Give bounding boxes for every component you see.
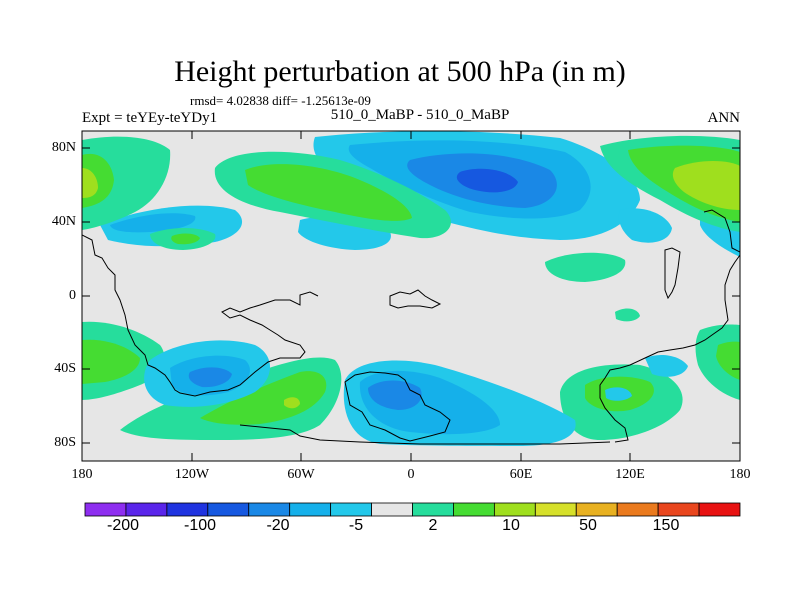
x-tick-label: 0 (407, 467, 415, 482)
contour-neg-south-indian-core (368, 380, 422, 410)
colorbar-swatch (248, 502, 291, 517)
contour-pos-east-edge-core (672, 161, 740, 210)
y-tick-label: 80N (51, 140, 76, 155)
colorbar-swatch (371, 502, 413, 517)
coastline-east-north (703, 209, 740, 253)
x-axis-ticks (81, 131, 741, 461)
experiment-label: Expt = teYEy-teYDy1 (82, 110, 218, 126)
contour-pos-north-atlantic-inner (245, 164, 412, 221)
colorbar-label: 50 (579, 517, 597, 534)
plot-title: Height perturbation at 500 hPa (in m) (174, 55, 626, 88)
contour-pos-west-edge-core (82, 168, 98, 198)
contour-neg-east-asia (618, 208, 672, 243)
colorbar-swatch (330, 502, 372, 517)
colorbar-label: -100 (183, 517, 217, 534)
contour-pos-south-west-mid (82, 339, 140, 384)
colorbar-swatch (453, 502, 495, 517)
colorbar-swatch (698, 502, 741, 517)
contour-neg-north-core (456, 168, 518, 193)
colorbar-swatch (289, 502, 332, 517)
colorbar-swatch (166, 502, 209, 517)
colorbar-label: 2 (428, 517, 438, 534)
y-tick-label: 40S (54, 361, 76, 376)
y-tick-label: 0 (69, 288, 76, 303)
contour-pos-south-broad-mid (200, 371, 327, 425)
contour-pos-mid-east (545, 252, 626, 282)
comparison-label: 510_0_MaBP - 510_0_MaBP (330, 107, 510, 123)
colorbar-swatch (616, 502, 659, 517)
coastlines (82, 209, 740, 445)
colorbar-label: -200 (106, 517, 140, 534)
x-tick-label: 60E (509, 467, 533, 482)
y-tick-label: 40N (51, 214, 76, 229)
colorbar-swatch (412, 502, 454, 517)
x-tick-label: 120W (174, 467, 210, 482)
coastline-africa-like (344, 371, 451, 442)
colorbar-swatch (534, 502, 577, 517)
colorbar-label: 10 (502, 517, 520, 534)
coastline-east-continent (599, 254, 740, 443)
x-tick-label: 180 (71, 467, 93, 482)
coastline-east-peninsula (664, 247, 681, 300)
colorbar-swatch (575, 502, 618, 517)
colorbar-label: -5 (348, 517, 364, 534)
coastline-west-continent (82, 234, 319, 397)
colorbar-swatch (493, 502, 536, 517)
y-tick-label: 80S (54, 435, 76, 450)
contour-neg-south-east-small (605, 387, 632, 401)
x-tick-label: 60W (287, 467, 315, 482)
y-axis-ticks (82, 147, 740, 444)
contour-pos-south-broad-core (284, 397, 300, 409)
contour-pos-north-pacific-small-core (171, 233, 200, 245)
contour-neg-west-north-mid (110, 213, 196, 233)
contour-neg-south-atlantic-core (188, 367, 232, 388)
coastline-south-rim (239, 424, 611, 445)
x-tick-label: 180 (729, 467, 751, 482)
contour-pos-tropical-east (615, 308, 640, 322)
contour-pos-south-east-edge-mid (716, 341, 740, 380)
coastline-equatorial-island (389, 289, 442, 309)
colorbar-swatch (84, 502, 127, 517)
colorbar-swatch (657, 502, 700, 517)
x-tick-label: 120E (615, 467, 645, 482)
colorbar-swatch (207, 502, 250, 517)
contour-neg-south-east (645, 354, 688, 377)
season-label: ANN (707, 110, 741, 126)
colorbar (84, 502, 741, 517)
contour-fill-layer (82, 131, 740, 446)
colorbar-swatch (125, 502, 168, 517)
colorbar-label: 150 (652, 517, 680, 534)
colorbar-label: -20 (266, 517, 290, 534)
rmsd-diff-stats: rmsd= 4.02838 diff= -1.25613e-09 (190, 93, 371, 108)
